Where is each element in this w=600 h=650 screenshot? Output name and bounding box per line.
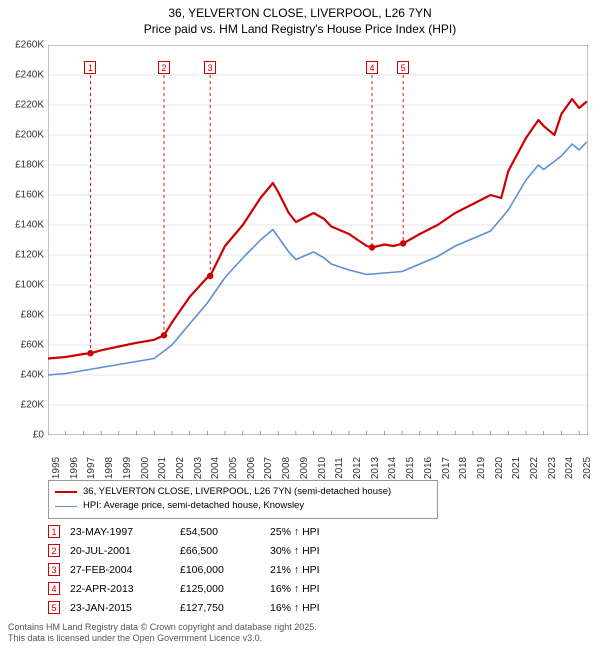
x-tick-label: 2005 xyxy=(228,457,239,479)
x-tick-label: 1998 xyxy=(104,457,115,479)
sale-date: 23-MAY-1997 xyxy=(70,522,180,541)
sale-price: £127,750 xyxy=(180,598,270,617)
x-tick-label: 2017 xyxy=(441,457,452,479)
title-line2: Price paid vs. HM Land Registry's House … xyxy=(0,22,600,38)
legend-swatch xyxy=(55,491,77,493)
marker-box: 4 xyxy=(366,61,378,74)
legend-label: HPI: Average price, semi-detached house,… xyxy=(83,499,304,513)
marker-box: 2 xyxy=(48,544,60,557)
x-tick-label: 2007 xyxy=(263,457,274,479)
x-tick-label: 2015 xyxy=(405,457,416,479)
x-tick-label: 2009 xyxy=(299,457,310,479)
sale-delta: 30% ↑ HPI xyxy=(270,541,330,560)
sale-delta: 16% ↑ HPI xyxy=(270,579,330,598)
legend-label: 36, YELVERTON CLOSE, LIVERPOOL, L26 7YN … xyxy=(83,485,391,499)
sale-delta: 25% ↑ HPI xyxy=(270,522,330,541)
x-tick-label: 1997 xyxy=(86,457,97,479)
legend-row: 36, YELVERTON CLOSE, LIVERPOOL, L26 7YN … xyxy=(55,485,431,499)
marker-box: 3 xyxy=(204,61,216,74)
x-tick-label: 2024 xyxy=(564,457,575,479)
x-tick-label: 1995 xyxy=(51,457,62,479)
y-tick-label: £240K xyxy=(15,70,44,81)
marker-box: 4 xyxy=(48,582,60,595)
table-row: 3 27-FEB-2004£106,00021% ↑ HPI xyxy=(48,560,330,579)
x-tick-label: 2025 xyxy=(582,457,593,479)
x-tick-label: 2006 xyxy=(246,457,257,479)
y-tick-label: £60K xyxy=(21,340,44,351)
y-tick-label: £100K xyxy=(15,280,44,291)
marker-box: 1 xyxy=(84,61,96,74)
sales-table: 1 23-MAY-1997£54,50025% ↑ HPI 2 20-JUL-2001… xyxy=(48,522,330,617)
x-tick-label: 1999 xyxy=(122,457,133,479)
marker-box: 5 xyxy=(397,61,409,74)
x-tick-label: 2003 xyxy=(193,457,204,479)
x-tick-label: 2019 xyxy=(476,457,487,479)
footer: Contains HM Land Registry data © Crown c… xyxy=(8,622,317,645)
sale-price: £54,500 xyxy=(180,522,270,541)
x-tick-label: 2018 xyxy=(458,457,469,479)
chart-container: 36, YELVERTON CLOSE, LIVERPOOL, L26 7YN … xyxy=(0,0,600,650)
table-row: 2 20-JUL-2001£66,50030% ↑ HPI xyxy=(48,541,330,560)
x-tick-label: 2004 xyxy=(210,457,221,479)
legend-swatch xyxy=(55,506,77,508)
sale-date: 20-JUL-2001 xyxy=(70,541,180,560)
x-tick-label: 2000 xyxy=(140,457,151,479)
x-tick-label: 1996 xyxy=(69,457,80,479)
sale-price: £106,000 xyxy=(180,560,270,579)
x-tick-label: 2020 xyxy=(494,457,505,479)
sale-date: 27-FEB-2004 xyxy=(70,560,180,579)
x-tick-label: 2022 xyxy=(529,457,540,479)
sale-delta: 21% ↑ HPI xyxy=(270,560,330,579)
sale-price: £66,500 xyxy=(180,541,270,560)
x-tick-label: 2011 xyxy=(334,457,345,479)
y-axis-labels: £0£20K£40K£60K£80K£100K£120K£140K£160K£1… xyxy=(0,45,46,435)
x-tick-label: 2016 xyxy=(423,457,434,479)
chart-area: 1 2 3 4 5 xyxy=(48,45,588,435)
y-tick-label: £40K xyxy=(21,370,44,381)
title-block: 36, YELVERTON CLOSE, LIVERPOOL, L26 7YN … xyxy=(0,0,600,37)
x-tick-label: 2012 xyxy=(352,457,363,479)
x-axis-labels: 1995 1996 1997 1998 1999 2000 2001 2002 2003 2004… xyxy=(48,438,588,478)
footer-line2: This data is licensed under the Open Gov… xyxy=(8,633,317,644)
x-tick-label: 2010 xyxy=(317,457,328,479)
x-tick-label: 2002 xyxy=(175,457,186,479)
y-tick-label: £20K xyxy=(21,400,44,411)
y-tick-label: £180K xyxy=(15,160,44,171)
table-row: 5 23-JAN-2015£127,75016% ↑ HPI xyxy=(48,598,330,617)
x-tick-label: 2008 xyxy=(281,457,292,479)
y-tick-label: £80K xyxy=(21,310,44,321)
y-tick-label: £220K xyxy=(15,100,44,111)
chart-svg xyxy=(48,45,588,435)
sale-date: 22-APR-2013 xyxy=(70,579,180,598)
x-tick-label: 2001 xyxy=(157,457,168,479)
sale-date: 23-JAN-2015 xyxy=(70,598,180,617)
marker-box: 2 xyxy=(158,61,170,74)
x-tick-label: 2014 xyxy=(387,457,398,479)
x-tick-label: 2013 xyxy=(370,457,381,479)
y-tick-label: £260K xyxy=(15,40,44,51)
y-tick-label: £160K xyxy=(15,190,44,201)
sale-delta: 16% ↑ HPI xyxy=(270,598,330,617)
table-row: 1 23-MAY-1997£54,50025% ↑ HPI xyxy=(48,522,330,541)
marker-box: 5 xyxy=(48,601,60,614)
footer-line1: Contains HM Land Registry data © Crown c… xyxy=(8,622,317,633)
sale-price: £125,000 xyxy=(180,579,270,598)
legend-row: HPI: Average price, semi-detached house,… xyxy=(55,499,431,513)
title-line1: 36, YELVERTON CLOSE, LIVERPOOL, L26 7YN xyxy=(0,6,600,22)
table-row: 4 22-APR-2013£125,00016% ↑ HPI xyxy=(48,579,330,598)
y-tick-label: £140K xyxy=(15,220,44,231)
marker-box: 3 xyxy=(48,563,60,576)
y-tick-label: £120K xyxy=(15,250,44,261)
x-tick-label: 2021 xyxy=(511,457,522,479)
y-tick-label: £0 xyxy=(33,430,44,441)
x-tick-label: 2023 xyxy=(547,457,558,479)
y-tick-label: £200K xyxy=(15,130,44,141)
marker-box: 1 xyxy=(48,525,60,538)
legend: 36, YELVERTON CLOSE, LIVERPOOL, L26 7YN … xyxy=(48,480,438,519)
